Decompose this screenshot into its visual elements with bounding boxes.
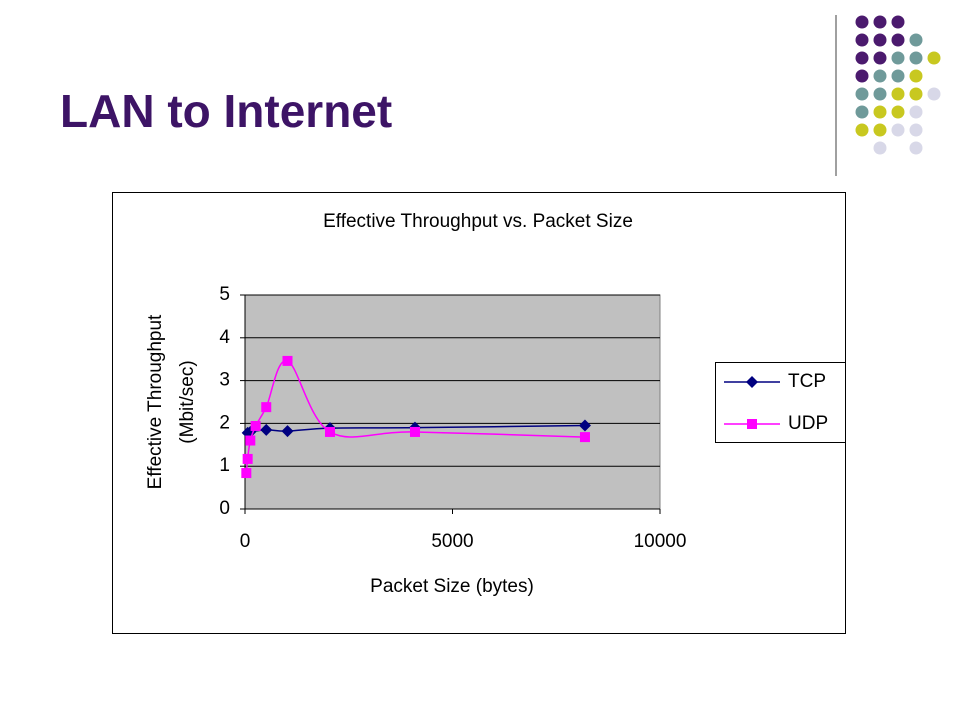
x-tick-label: 5000 <box>431 531 473 552</box>
y-tick-label: 1 <box>219 455 230 476</box>
x-axis-label: Packet Size (bytes) <box>370 576 534 597</box>
y-tick-label: 0 <box>219 498 230 519</box>
decor-dot <box>909 123 923 137</box>
marker <box>241 468 252 479</box>
decor-dot <box>873 141 887 155</box>
decor-dot <box>891 69 905 83</box>
decor-dot <box>873 105 887 119</box>
decor-dot <box>855 69 869 83</box>
marker <box>578 419 591 432</box>
decor-dot <box>891 33 905 47</box>
decor-dot <box>873 51 887 65</box>
x-tick-label: 10000 <box>634 531 687 552</box>
decor-dot <box>909 33 923 47</box>
marker <box>244 425 257 438</box>
legend-label: UDP <box>788 413 828 434</box>
marker <box>281 425 294 438</box>
decor-dot <box>855 123 869 137</box>
decor-dot <box>909 105 923 119</box>
decor-dot <box>855 33 869 47</box>
decor-dot <box>855 87 869 101</box>
legend-marker <box>747 419 757 429</box>
y-tick-label: 5 <box>219 284 230 305</box>
decor-dot <box>873 69 887 83</box>
decor-dot <box>873 15 887 29</box>
marker <box>579 432 590 443</box>
decor-dot <box>909 51 923 65</box>
marker <box>261 402 272 413</box>
slide-title: LAN to Internet <box>60 85 392 137</box>
decor-dot <box>891 87 905 101</box>
marker <box>324 426 335 437</box>
decor-dot <box>927 87 941 101</box>
chart-title: Effective Throughput vs. Packet Size <box>323 211 633 232</box>
marker <box>282 355 293 366</box>
decor-dot <box>909 141 923 155</box>
marker <box>250 420 261 431</box>
decor-dot <box>891 105 905 119</box>
legend-label: TCP <box>788 371 826 392</box>
decor-dot <box>909 87 923 101</box>
decor-dot <box>873 33 887 47</box>
marker <box>260 423 273 436</box>
y-axis-label: Effective Throughput <box>145 314 166 489</box>
marker <box>242 453 253 464</box>
decor-dot <box>891 123 905 137</box>
y-tick-label: 4 <box>219 327 230 348</box>
y-axis-label: (Mbit/sec) <box>177 360 198 443</box>
plot-area <box>244 294 661 510</box>
decor-dot <box>891 15 905 29</box>
decor-dot <box>855 15 869 29</box>
legend-marker <box>746 376 758 388</box>
legend <box>715 362 846 443</box>
marker <box>409 426 420 437</box>
y-tick-label: 3 <box>219 370 230 391</box>
x-tick-label: 0 <box>240 531 251 552</box>
decor-dot <box>855 51 869 65</box>
y-tick-label: 2 <box>219 412 230 433</box>
decor-dot <box>909 69 923 83</box>
decor-dot <box>873 123 887 137</box>
decor-dot <box>855 105 869 119</box>
decor-dot <box>873 87 887 101</box>
decor-dot <box>927 51 941 65</box>
decor-dot <box>891 51 905 65</box>
marker <box>245 435 256 446</box>
